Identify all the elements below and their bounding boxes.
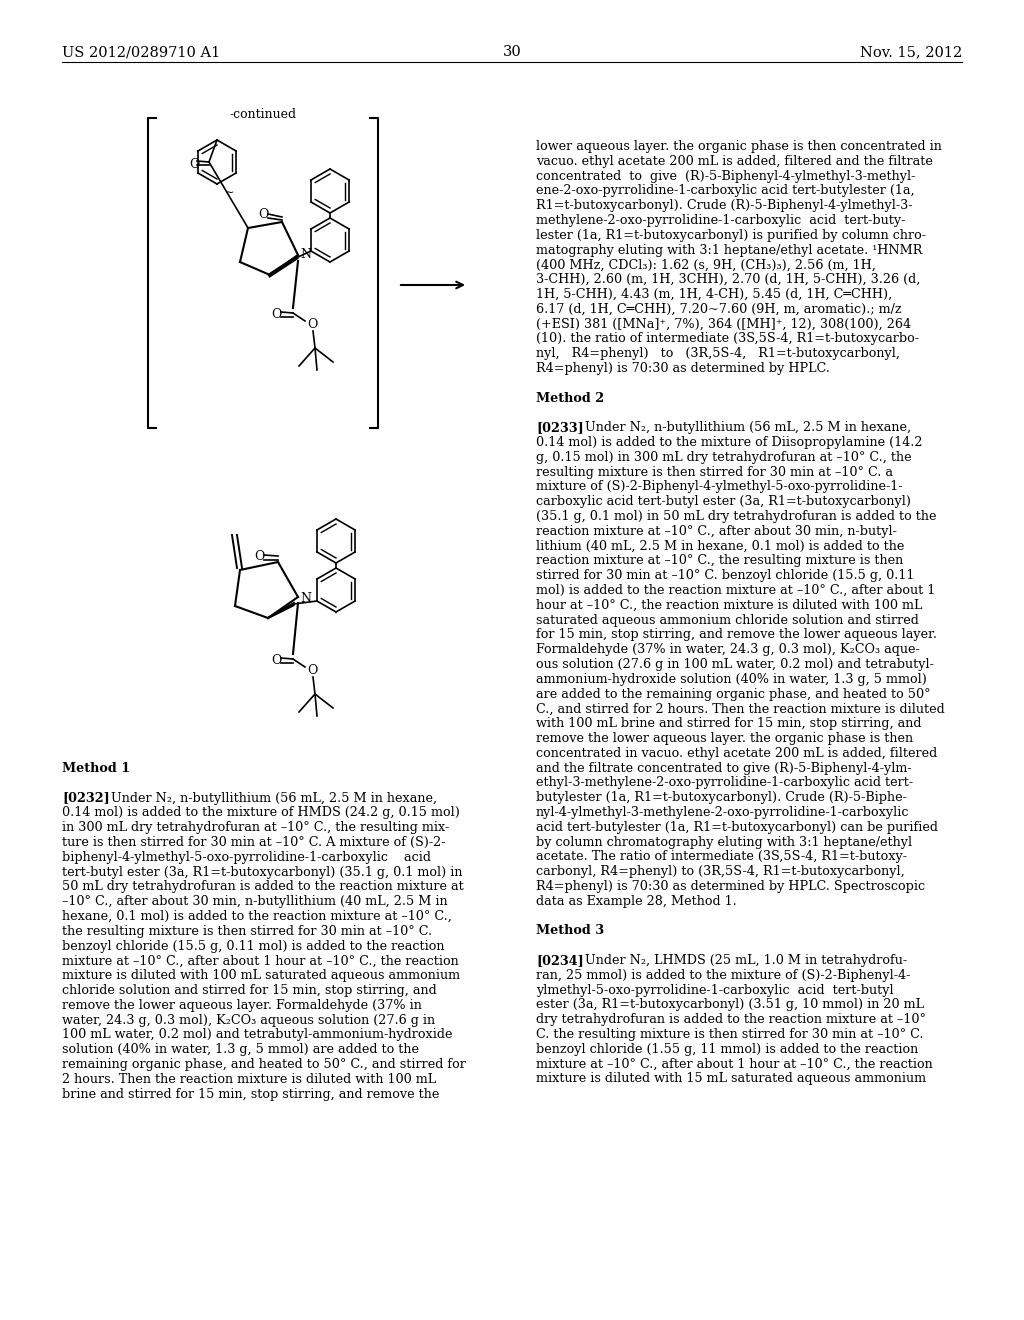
Text: vacuo. ethyl acetate 200 mL is added, filtered and the filtrate: vacuo. ethyl acetate 200 mL is added, fi… [536, 154, 933, 168]
Text: hour at –10° C., the reaction mixture is diluted with 100 mL: hour at –10° C., the reaction mixture is… [536, 599, 923, 611]
Text: stirred for 30 min at –10° C. benzoyl chloride (15.5 g, 0.11: stirred for 30 min at –10° C. benzoyl ch… [536, 569, 914, 582]
Text: nyl,   R4=phenyl)   to   (3R,5S-4,   R1=t-butoxycarbonyl,: nyl, R4=phenyl) to (3R,5S-4, R1=t-butoxy… [536, 347, 900, 360]
Text: 30: 30 [503, 45, 521, 59]
Text: 0.14 mol) is added to the mixture of Diisopropylamine (14.2: 0.14 mol) is added to the mixture of Dii… [536, 436, 923, 449]
Text: ene-2-oxo-pyrrolidine-1-carboxylic acid tert-butylester (1a,: ene-2-oxo-pyrrolidine-1-carboxylic acid … [536, 185, 914, 198]
Text: ammonium-hydroxide solution (40% in water, 1.3 g, 5 mmol): ammonium-hydroxide solution (40% in wate… [536, 673, 927, 686]
Text: biphenyl-4-ylmethyl-5-oxo-pyrrolidine-1-carboxylic    acid: biphenyl-4-ylmethyl-5-oxo-pyrrolidine-1-… [62, 851, 431, 863]
Text: acid tert-butylester (1a, R1=t-butoxycarbonyl) can be purified: acid tert-butylester (1a, R1=t-butoxycar… [536, 821, 938, 834]
Text: R4=phenyl) is 70:30 as determined by HPLC. Spectroscopic: R4=phenyl) is 70:30 as determined by HPL… [536, 880, 925, 894]
Text: lithium (40 mL, 2.5 M in hexane, 0.1 mol) is added to the: lithium (40 mL, 2.5 M in hexane, 0.1 mol… [536, 540, 904, 553]
Text: O: O [271, 309, 282, 322]
Text: -continued: -continued [229, 108, 297, 121]
Text: ous solution (27.6 g in 100 mL water, 0.2 mol) and tetrabutyl-: ous solution (27.6 g in 100 mL water, 0.… [536, 657, 934, 671]
Text: R1=t-butoxycarbonyl). Crude (R)-5-Biphenyl-4-ylmethyl-3-: R1=t-butoxycarbonyl). Crude (R)-5-Biphen… [536, 199, 912, 213]
Text: hexane, 0.1 mol) is added to the reaction mixture at –10° C.,: hexane, 0.1 mol) is added to the reactio… [62, 909, 452, 923]
Text: 100 mL water, 0.2 mol) and tetrabutyl-ammonium-hydroxide: 100 mL water, 0.2 mol) and tetrabutyl-am… [62, 1028, 453, 1041]
Text: resulting mixture is then stirred for 30 min at –10° C. a: resulting mixture is then stirred for 30… [536, 466, 893, 479]
Text: mol) is added to the reaction mixture at –10° C., after about 1: mol) is added to the reaction mixture at… [536, 583, 935, 597]
Text: ture is then stirred for 30 min at –10° C. A mixture of (S)-2-: ture is then stirred for 30 min at –10° … [62, 836, 445, 849]
Text: reaction mixture at –10° C., the resulting mixture is then: reaction mixture at –10° C., the resulti… [536, 554, 903, 568]
Text: (400 MHz, CDCl₃): 1.62 (s, 9H, (CH₃)₃), 2.56 (m, 1H,: (400 MHz, CDCl₃): 1.62 (s, 9H, (CH₃)₃), … [536, 259, 876, 272]
Text: ran, 25 mmol) is added to the mixture of (S)-2-Biphenyl-4-: ran, 25 mmol) is added to the mixture of… [536, 969, 910, 982]
Text: carboxylic acid tert-butyl ester (3a, R1=t-butoxycarbonyl): carboxylic acid tert-butyl ester (3a, R1… [536, 495, 911, 508]
Text: concentrated  to  give  (R)-5-Biphenyl-4-ylmethyl-3-methyl-: concentrated to give (R)-5-Biphenyl-4-yl… [536, 169, 915, 182]
Text: ∼: ∼ [225, 187, 234, 198]
Text: O: O [258, 207, 268, 220]
Text: [0233]: [0233] [536, 421, 584, 434]
Text: (+ESI) 381 ([MNa]⁺, 7%), 364 ([MH]⁺, 12), 308(100), 264: (+ESI) 381 ([MNa]⁺, 7%), 364 ([MH]⁺, 12)… [536, 318, 911, 330]
Text: data as Example 28, Method 1.: data as Example 28, Method 1. [536, 895, 736, 908]
Text: the resulting mixture is then stirred for 30 min at –10° C.: the resulting mixture is then stirred fo… [62, 925, 432, 937]
Text: Formaldehyde (37% in water, 24.3 g, 0.3 mol), K₂CO₃ aque-: Formaldehyde (37% in water, 24.3 g, 0.3 … [536, 643, 920, 656]
Text: Under N₂, n-butyllithium (56 mL, 2.5 M in hexane,: Under N₂, n-butyllithium (56 mL, 2.5 M i… [95, 792, 437, 805]
Text: Under N₂, LHMDS (25 mL, 1.0 M in tetrahydrofu-: Under N₂, LHMDS (25 mL, 1.0 M in tetrahy… [569, 954, 907, 968]
Text: remaining organic phase, and heated to 50° C., and stirred for: remaining organic phase, and heated to 5… [62, 1059, 466, 1071]
Text: tert-butyl ester (3a, R1=t-butoxycarbonyl) (35.1 g, 0.1 mol) in: tert-butyl ester (3a, R1=t-butoxycarbony… [62, 866, 463, 879]
Text: [0234]: [0234] [536, 954, 584, 968]
Text: reaction mixture at –10° C., after about 30 min, n-butyl-: reaction mixture at –10° C., after about… [536, 525, 897, 537]
Text: lester (1a, R1=t-butoxycarbonyl) is purified by column chro-: lester (1a, R1=t-butoxycarbonyl) is puri… [536, 228, 926, 242]
Text: solution (40% in water, 1.3 g, 5 mmol) are added to the: solution (40% in water, 1.3 g, 5 mmol) a… [62, 1043, 419, 1056]
Text: C., and stirred for 2 hours. Then the reaction mixture is diluted: C., and stirred for 2 hours. Then the re… [536, 702, 945, 715]
Text: lower aqueous layer. the organic phase is then concentrated in: lower aqueous layer. the organic phase i… [536, 140, 942, 153]
Text: are added to the remaining organic phase, and heated to 50°: are added to the remaining organic phase… [536, 688, 931, 701]
Text: benzoyl chloride (15.5 g, 0.11 mol) is added to the reaction: benzoyl chloride (15.5 g, 0.11 mol) is a… [62, 940, 444, 953]
Text: N: N [300, 248, 311, 261]
Text: matography eluting with 3:1 heptane/ethyl acetate. ¹HNMR: matography eluting with 3:1 heptane/ethy… [536, 244, 923, 256]
Text: ylmethyl-5-oxo-pyrrolidine-1-carboxylic  acid  tert-butyl: ylmethyl-5-oxo-pyrrolidine-1-carboxylic … [536, 983, 894, 997]
Text: by column chromatography eluting with 3:1 heptane/ethyl: by column chromatography eluting with 3:… [536, 836, 912, 849]
Text: nyl-4-ylmethyl-3-methylene-2-oxo-pyrrolidine-1-carboxylic: nyl-4-ylmethyl-3-methylene-2-oxo-pyrroli… [536, 807, 909, 818]
Text: (10). the ratio of intermediate (3S,5S-4, R1=t-butoxycarbo-: (10). the ratio of intermediate (3S,5S-4… [536, 333, 919, 346]
Text: C. the resulting mixture is then stirred for 30 min at –10° C.: C. the resulting mixture is then stirred… [536, 1028, 924, 1041]
Text: remove the lower aqueous layer. the organic phase is then: remove the lower aqueous layer. the orga… [536, 733, 913, 744]
Text: 2 hours. Then the reaction mixture is diluted with 100 mL: 2 hours. Then the reaction mixture is di… [62, 1073, 436, 1086]
Text: dry tetrahydrofuran is added to the reaction mixture at –10°: dry tetrahydrofuran is added to the reac… [536, 1014, 926, 1026]
Text: O: O [254, 549, 264, 562]
Text: O: O [307, 664, 317, 676]
Text: O: O [271, 655, 282, 668]
Text: ester (3a, R1=t-butoxycarbonyl) (3.51 g, 10 mmol) in 20 mL: ester (3a, R1=t-butoxycarbonyl) (3.51 g,… [536, 998, 924, 1011]
Text: water, 24.3 g, 0.3 mol), K₂CO₃ aqueous solution (27.6 g in: water, 24.3 g, 0.3 mol), K₂CO₃ aqueous s… [62, 1014, 435, 1027]
Text: mixture of (S)-2-Biphenyl-4-ylmethyl-5-oxo-pyrrolidine-1-: mixture of (S)-2-Biphenyl-4-ylmethyl-5-o… [536, 480, 902, 494]
Text: Method 3: Method 3 [536, 924, 604, 937]
Text: benzoyl chloride (1.55 g, 11 mmol) is added to the reaction: benzoyl chloride (1.55 g, 11 mmol) is ad… [536, 1043, 919, 1056]
Text: R4=phenyl) is 70:30 as determined by HPLC.: R4=phenyl) is 70:30 as determined by HPL… [536, 362, 829, 375]
Text: acetate. The ratio of intermediate (3S,5S-4, R1=t-butoxy-: acetate. The ratio of intermediate (3S,5… [536, 850, 907, 863]
Text: –10° C., after about 30 min, n-butyllithium (40 mL, 2.5 M in: –10° C., after about 30 min, n-butyllith… [62, 895, 447, 908]
Text: O: O [307, 318, 317, 330]
Text: carbonyl, R4=phenyl) to (3R,5S-4, R1=t-butoxycarbonyl,: carbonyl, R4=phenyl) to (3R,5S-4, R1=t-b… [536, 865, 905, 878]
Text: 0.14 mol) is added to the mixture of HMDS (24.2 g, 0.15 mol): 0.14 mol) is added to the mixture of HMD… [62, 807, 460, 820]
Text: Method 1: Method 1 [62, 762, 130, 775]
Text: methylene-2-oxo-pyrrolidine-1-carboxylic  acid  tert-buty-: methylene-2-oxo-pyrrolidine-1-carboxylic… [536, 214, 905, 227]
Text: O: O [189, 157, 200, 170]
Text: in 300 mL dry tetrahydrofuran at –10° C., the resulting mix-: in 300 mL dry tetrahydrofuran at –10° C.… [62, 821, 450, 834]
Text: for 15 min, stop stirring, and remove the lower aqueous layer.: for 15 min, stop stirring, and remove th… [536, 628, 937, 642]
Text: Method 2: Method 2 [536, 392, 604, 405]
Text: [0232]: [0232] [62, 792, 110, 805]
Text: (35.1 g, 0.1 mol) in 50 mL dry tetrahydrofuran is added to the: (35.1 g, 0.1 mol) in 50 mL dry tetrahydr… [536, 510, 937, 523]
Text: remove the lower aqueous layer. Formaldehyde (37% in: remove the lower aqueous layer. Formalde… [62, 999, 422, 1012]
Text: concentrated in vacuo. ethyl acetate 200 mL is added, filtered: concentrated in vacuo. ethyl acetate 200… [536, 747, 937, 760]
Text: chloride solution and stirred for 15 min, stop stirring, and: chloride solution and stirred for 15 min… [62, 983, 437, 997]
Text: ethyl-3-methylene-2-oxo-pyrrolidine-1-carboxylic acid tert-: ethyl-3-methylene-2-oxo-pyrrolidine-1-ca… [536, 776, 913, 789]
Text: mixture at –10° C., after about 1 hour at –10° C., the reaction: mixture at –10° C., after about 1 hour a… [536, 1057, 933, 1071]
Text: US 2012/0289710 A1: US 2012/0289710 A1 [62, 45, 220, 59]
Text: 3-CHH), 2.60 (m, 1H, 3CHH), 2.70 (d, 1H, 5-CHH), 3.26 (d,: 3-CHH), 2.60 (m, 1H, 3CHH), 2.70 (d, 1H,… [536, 273, 921, 286]
Text: saturated aqueous ammonium chloride solution and stirred: saturated aqueous ammonium chloride solu… [536, 614, 919, 627]
Text: g, 0.15 mol) in 300 mL dry tetrahydrofuran at –10° C., the: g, 0.15 mol) in 300 mL dry tetrahydrofur… [536, 451, 911, 463]
Text: 50 mL dry tetrahydrofuran is added to the reaction mixture at: 50 mL dry tetrahydrofuran is added to th… [62, 880, 464, 894]
Text: 1H, 5-CHH), 4.43 (m, 1H, 4-CH), 5.45 (d, 1H, C═CHH),: 1H, 5-CHH), 4.43 (m, 1H, 4-CH), 5.45 (d,… [536, 288, 892, 301]
Text: Under N₂, n-butyllithium (56 mL, 2.5 M in hexane,: Under N₂, n-butyllithium (56 mL, 2.5 M i… [569, 421, 911, 434]
Text: mixture at –10° C., after about 1 hour at –10° C., the reaction: mixture at –10° C., after about 1 hour a… [62, 954, 459, 968]
Text: with 100 mL brine and stirred for 15 min, stop stirring, and: with 100 mL brine and stirred for 15 min… [536, 717, 922, 730]
Text: Nov. 15, 2012: Nov. 15, 2012 [860, 45, 962, 59]
Text: butylester (1a, R1=t-butoxycarbonyl). Crude (R)-5-Biphe-: butylester (1a, R1=t-butoxycarbonyl). Cr… [536, 791, 907, 804]
Text: and the filtrate concentrated to give (R)-5-Biphenyl-4-ylm-: and the filtrate concentrated to give (R… [536, 762, 911, 775]
Text: N: N [300, 591, 311, 605]
Text: mixture is diluted with 15 mL saturated aqueous ammonium: mixture is diluted with 15 mL saturated … [536, 1072, 926, 1085]
Text: 6.17 (d, 1H, C═CHH), 7.20~7.60 (9H, m, aromatic).; m/z: 6.17 (d, 1H, C═CHH), 7.20~7.60 (9H, m, a… [536, 302, 901, 315]
Text: mixture is diluted with 100 mL saturated aqueous ammonium: mixture is diluted with 100 mL saturated… [62, 969, 460, 982]
Text: brine and stirred for 15 min, stop stirring, and remove the: brine and stirred for 15 min, stop stirr… [62, 1088, 439, 1101]
